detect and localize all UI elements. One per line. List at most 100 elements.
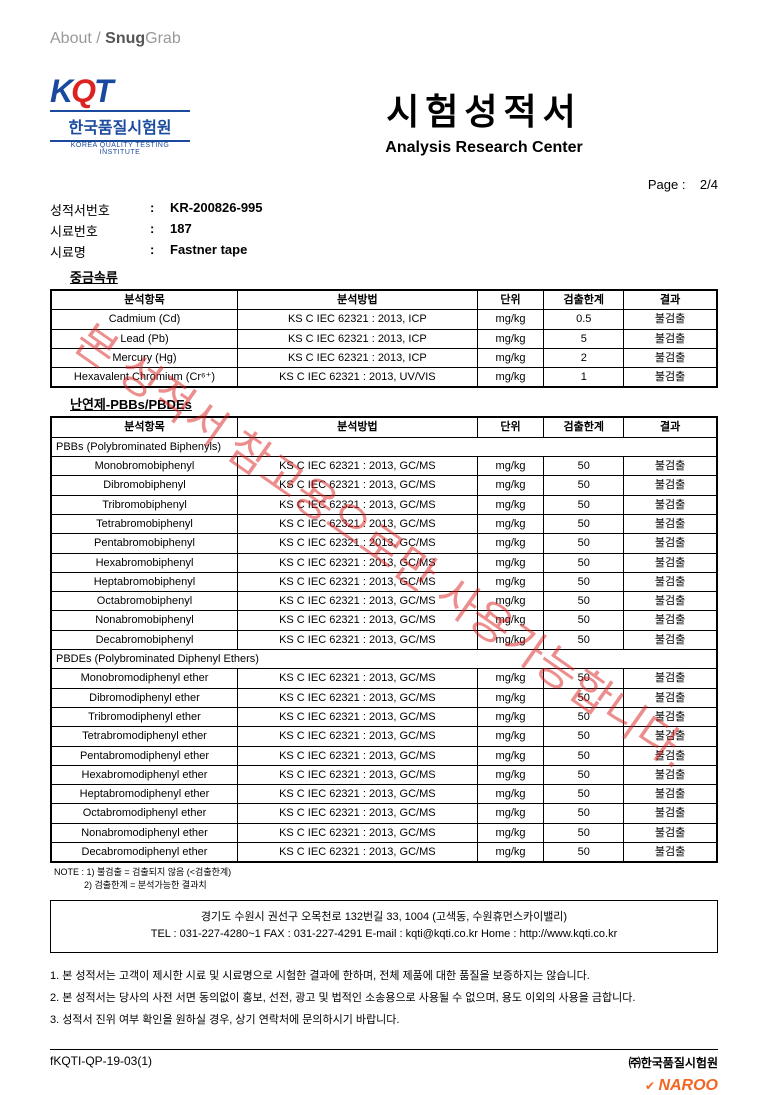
cell: KS C IEC 62321 : 2013, GC/MS: [237, 727, 477, 746]
cell: mg/kg: [477, 476, 544, 495]
cell: KS C IEC 62321 : 2013, GC/MS: [237, 592, 477, 611]
disclaimer-line: 2. 본 성적서는 당사의 사전 서면 동의없이 홍보, 선전, 광고 및 법적…: [50, 987, 718, 1009]
meta-label: 성적서번호: [50, 200, 150, 219]
cell: 불검출: [624, 553, 717, 572]
col-header: 단위: [477, 290, 544, 310]
col-header: 결과: [624, 417, 717, 437]
naroo-text: NAROO: [658, 1077, 718, 1094]
title-sub: Analysis Research Center: [250, 139, 718, 157]
cell: 50: [544, 843, 624, 863]
cell: 50: [544, 457, 624, 476]
table-subheader: PBBs (Polybrominated Biphenyls): [51, 437, 717, 456]
col-header: 검출한계: [544, 417, 624, 437]
breadcrumb-suffix: Grab: [145, 30, 181, 47]
cell: Octabromobiphenyl: [51, 592, 237, 611]
cell: 50: [544, 688, 624, 707]
cell: 불검출: [624, 727, 717, 746]
cell: Tetrabromobiphenyl: [51, 514, 237, 533]
cell: 불검출: [624, 688, 717, 707]
contact-box: 경기도 수원시 권선구 오목천로 132번길 33, 1004 (고색동, 수원…: [50, 900, 718, 953]
cell: 50: [544, 534, 624, 553]
table-row: TribromobiphenylKS C IEC 62321 : 2013, G…: [51, 495, 717, 514]
cell: 50: [544, 611, 624, 630]
cell: 불검출: [624, 746, 717, 765]
table-row: Dibromodiphenyl etherKS C IEC 62321 : 20…: [51, 688, 717, 707]
cell: 50: [544, 553, 624, 572]
cell: Dibromobiphenyl: [51, 476, 237, 495]
cell: 50: [544, 746, 624, 765]
cell: 0.5: [544, 310, 624, 329]
footer: fKQTI-QP-19-03(1) ㈜한국품질시험원: [50, 1049, 718, 1071]
breadcrumb-bold: Snug: [105, 30, 145, 47]
cell: 50: [544, 572, 624, 591]
cell: 불검출: [624, 823, 717, 842]
cell: 50: [544, 804, 624, 823]
cell: 불검출: [624, 785, 717, 804]
cell: 불검출: [624, 843, 717, 863]
cell: Tetrabromodiphenyl ether: [51, 727, 237, 746]
subheader-cell: PBDEs (Polybrominated Diphenyl Ethers): [51, 650, 717, 669]
cell: 50: [544, 765, 624, 784]
cell: 불검출: [624, 592, 717, 611]
cell: KS C IEC 62321 : 2013, GC/MS: [237, 823, 477, 842]
table-row: TetrabromobiphenylKS C IEC 62321 : 2013,…: [51, 514, 717, 533]
cell: 불검출: [624, 611, 717, 630]
col-header: 분석방법: [237, 290, 477, 310]
logo: KQT 한국품질시험원 KOREA QUALITY TESTING INSTIT…: [50, 73, 190, 156]
table-row: DibromobiphenylKS C IEC 62321 : 2013, GC…: [51, 476, 717, 495]
cell: mg/kg: [477, 572, 544, 591]
cell: Tribromobiphenyl: [51, 495, 237, 514]
table-row: MonobromobiphenylKS C IEC 62321 : 2013, …: [51, 457, 717, 476]
cell: 불검출: [624, 572, 717, 591]
cell: mg/kg: [477, 746, 544, 765]
cell: mg/kg: [477, 534, 544, 553]
header-area: KQT 한국품질시험원 KOREA QUALITY TESTING INSTIT…: [50, 73, 718, 157]
section1-title: 중금속류: [70, 267, 718, 286]
cell: Tribromodiphenyl ether: [51, 707, 237, 726]
cell: mg/kg: [477, 457, 544, 476]
cell: 50: [544, 592, 624, 611]
cell: Decabromobiphenyl: [51, 630, 237, 649]
cell: 불검출: [624, 765, 717, 784]
meta-value: Fastner tape: [170, 242, 247, 261]
cell: mg/kg: [477, 348, 544, 367]
table-row: Octabromodiphenyl etherKS C IEC 62321 : …: [51, 804, 717, 823]
cell: mg/kg: [477, 688, 544, 707]
table-row: Tetrabromodiphenyl etherKS C IEC 62321 :…: [51, 727, 717, 746]
cell: 불검출: [624, 630, 717, 649]
cell: mg/kg: [477, 785, 544, 804]
footer-right: ㈜한국품질시험원: [629, 1054, 718, 1071]
meta-colon: :: [150, 221, 170, 240]
cell: 불검출: [624, 804, 717, 823]
col-header: 분석항목: [51, 417, 237, 437]
cell: mg/kg: [477, 727, 544, 746]
cell: 50: [544, 823, 624, 842]
cell: 50: [544, 785, 624, 804]
cell: Monobromobiphenyl: [51, 457, 237, 476]
cell: Mercury (Hg): [51, 348, 237, 367]
logo-english: KOREA QUALITY TESTING INSTITUTE: [50, 142, 190, 156]
disclaimers: 1. 본 성적서는 고객이 제시한 시료 및 시료명으로 시험한 결과에 한하며…: [50, 965, 718, 1031]
cell: Octabromodiphenyl ether: [51, 804, 237, 823]
table-row: Hexavalent Chromium (Cr⁶⁺)KS C IEC 62321…: [51, 368, 717, 388]
cell: Hexabromobiphenyl: [51, 553, 237, 572]
meta-block: 성적서번호:KR-200826-995시료번호:187시료명:Fastner t…: [50, 200, 718, 261]
cell: 불검출: [624, 669, 717, 688]
cell: Nonabromodiphenyl ether: [51, 823, 237, 842]
cell: KS C IEC 62321 : 2013, GC/MS: [237, 457, 477, 476]
cell: KS C IEC 62321 : 2013, ICP: [237, 348, 477, 367]
subheader-cell: PBBs (Polybrominated Biphenyls): [51, 437, 717, 456]
table-row: Pentabromodiphenyl etherKS C IEC 62321 :…: [51, 746, 717, 765]
cell: Heptabromobiphenyl: [51, 572, 237, 591]
section2-title: 난연제-PBBs/PBDEs: [70, 394, 718, 413]
cell: KS C IEC 62321 : 2013, GC/MS: [237, 746, 477, 765]
col-header: 결과: [624, 290, 717, 310]
page-indicator: Page : 2/4: [50, 177, 718, 192]
meta-colon: :: [150, 200, 170, 219]
cell: 50: [544, 707, 624, 726]
meta-value: KR-200826-995: [170, 200, 263, 219]
cell: KS C IEC 62321 : 2013, GC/MS: [237, 785, 477, 804]
meta-row: 시료명:Fastner tape: [50, 242, 718, 261]
cell: 불검출: [624, 457, 717, 476]
cell: Heptabromodiphenyl ether: [51, 785, 237, 804]
